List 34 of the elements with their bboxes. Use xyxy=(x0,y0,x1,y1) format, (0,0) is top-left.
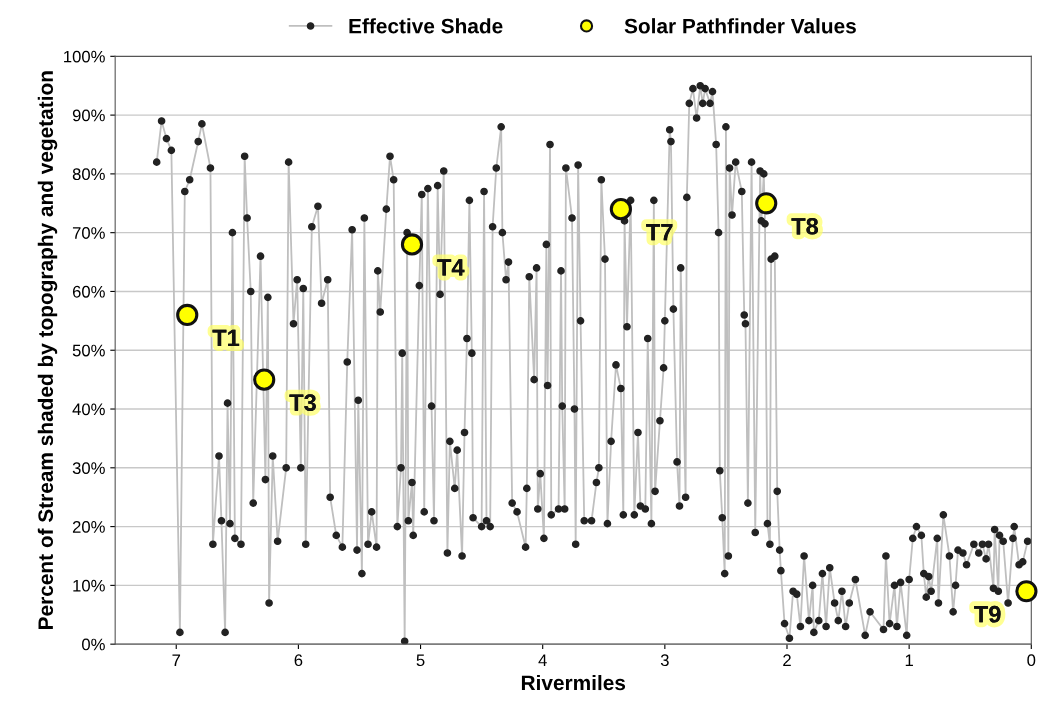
annotation: T4 xyxy=(437,259,465,276)
y-tick-label: 0% xyxy=(82,638,105,651)
legend-label: Effective Shade xyxy=(349,18,503,34)
y-tick-label: 80% xyxy=(72,168,105,181)
y-tick-label: 10% xyxy=(73,579,105,592)
point xyxy=(400,233,424,256)
annotation: T1 xyxy=(212,329,240,347)
annotation: T3 xyxy=(289,394,316,411)
point xyxy=(755,192,778,215)
point xyxy=(609,198,632,221)
annotation: T9 xyxy=(974,605,1001,623)
y-axis-title: Percent of Stream shaded by topography and vegetation xyxy=(37,71,58,629)
point xyxy=(176,303,199,327)
legend-label: Solar Pathfinder Values xyxy=(624,18,856,34)
point xyxy=(1015,580,1038,603)
point xyxy=(253,368,276,391)
y-tick-label: 50% xyxy=(72,344,105,357)
y-tick-label: 60% xyxy=(72,285,105,298)
x-tick-label: 1 xyxy=(905,654,913,666)
x-tick-label: 5 xyxy=(416,654,425,667)
y-tick-label: 100% xyxy=(64,50,105,63)
x-tick-label: 0 xyxy=(1027,654,1036,667)
x-tick-label: 3 xyxy=(660,654,669,667)
x-axis-title: Rivermiles xyxy=(521,674,626,691)
x-tick-label: 6 xyxy=(294,654,303,667)
y-tick-label: 20% xyxy=(72,520,105,533)
annotation: T8 xyxy=(791,217,819,235)
x-tick-label: 7 xyxy=(172,654,181,666)
y-tick-label: 70% xyxy=(72,227,105,239)
y-tick-label: 90% xyxy=(72,109,105,122)
y-tick-label: 30% xyxy=(72,462,105,475)
x-tick-label: 2 xyxy=(783,654,791,666)
x-tick-label: 4 xyxy=(538,654,547,666)
y-tick-label: 40% xyxy=(72,403,105,416)
